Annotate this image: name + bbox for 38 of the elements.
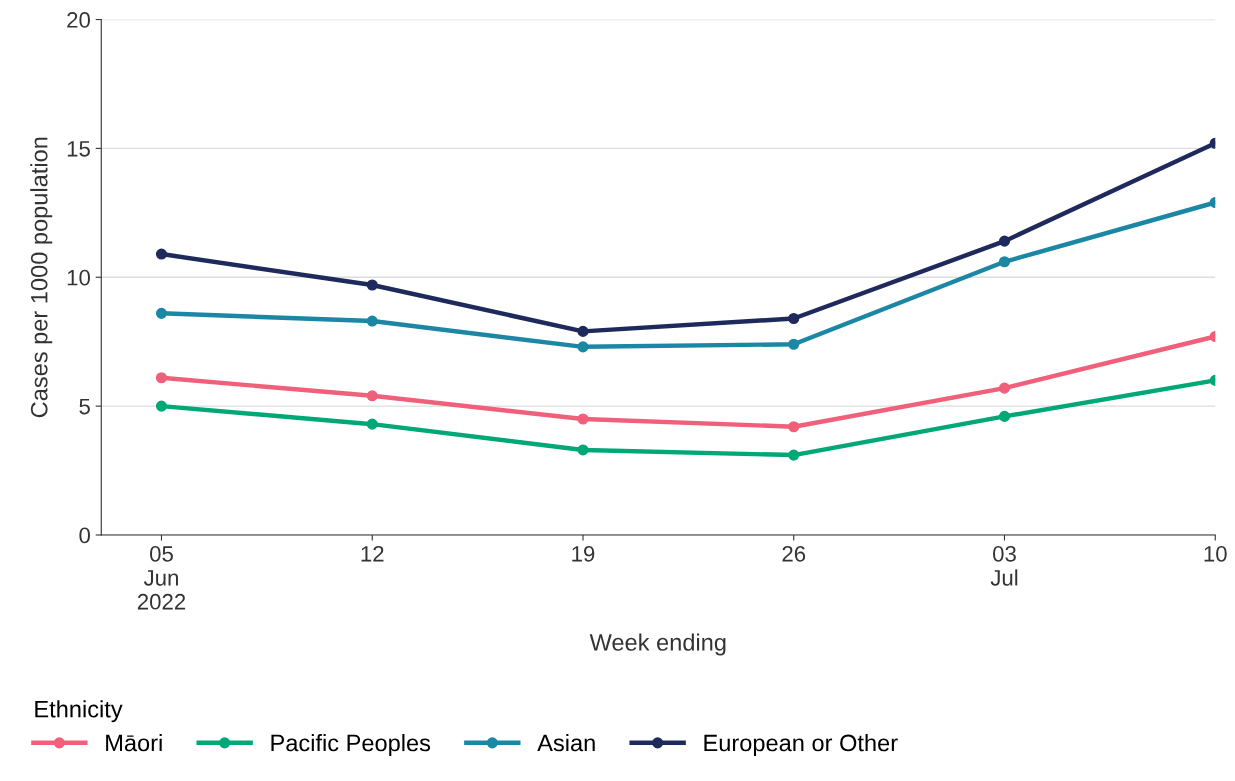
x-tick-label: 03 Jul xyxy=(990,545,1018,586)
x-tick-label: 26 xyxy=(782,545,806,562)
legend-label: Māori xyxy=(106,733,162,752)
y-tick-label: 10 xyxy=(67,269,90,286)
point xyxy=(788,312,800,325)
point xyxy=(998,256,1011,268)
point xyxy=(155,248,168,260)
point xyxy=(155,307,168,319)
x-tick-label: 10 xyxy=(1204,545,1227,562)
x-tick-label: 05 Jun 2022 xyxy=(137,545,186,610)
point xyxy=(577,325,589,337)
point xyxy=(366,279,378,291)
point xyxy=(577,413,589,425)
point xyxy=(366,315,378,327)
legend-label: Pacific Peoples xyxy=(271,733,431,756)
legend-label: European or Other xyxy=(704,733,898,756)
point xyxy=(155,372,168,384)
x-tick-label: 19 xyxy=(572,545,595,562)
point xyxy=(788,421,800,433)
y-tick-label: 5 xyxy=(79,398,90,415)
legend-label: Asian xyxy=(537,733,595,752)
point xyxy=(366,390,378,402)
point xyxy=(998,235,1011,247)
point xyxy=(155,400,168,412)
y-tick-label: 15 xyxy=(67,141,90,157)
y-axis-title: Cases per 1000 population xyxy=(30,137,53,418)
x-axis-title: Week ending xyxy=(589,633,726,656)
legend-title: Ethnicity xyxy=(35,700,123,723)
point xyxy=(998,410,1011,422)
point xyxy=(577,444,589,456)
y-tick-label: 20 xyxy=(67,12,90,28)
y-tick-label: 0 xyxy=(79,527,90,544)
point xyxy=(577,341,589,353)
point xyxy=(788,338,800,350)
point xyxy=(788,449,800,461)
x-tick-label: 12 xyxy=(361,545,384,562)
point xyxy=(366,418,378,430)
point xyxy=(998,382,1011,394)
